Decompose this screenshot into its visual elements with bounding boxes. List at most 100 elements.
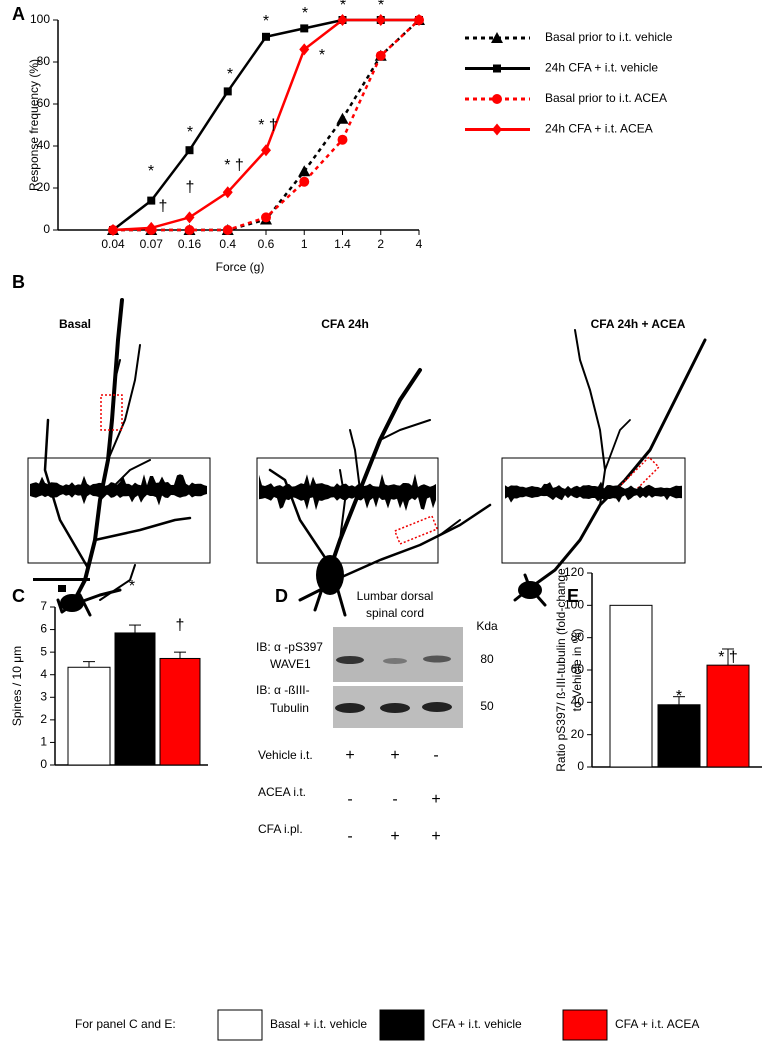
y-tick-label: 40 [571, 695, 585, 709]
marker [375, 14, 386, 26]
marker [299, 176, 310, 187]
marker [146, 221, 157, 234]
marker [184, 225, 195, 235]
legend-swatch [379, 1009, 425, 1041]
marker [147, 196, 156, 205]
panel-label: A [12, 4, 25, 24]
marker [185, 146, 194, 155]
annotation: * [129, 578, 135, 595]
annotation: * [378, 0, 384, 14]
blot-label: IB: α -pS397 [256, 640, 323, 654]
x-tick-label: 1 [301, 237, 308, 251]
blot-band [336, 656, 364, 664]
treatment-label: CFA i.pl. [258, 822, 303, 836]
zoom-region [393, 515, 439, 545]
treatment-sign: - [347, 828, 352, 845]
y-tick-label: 4 [40, 667, 47, 681]
panel-label: B [12, 272, 25, 292]
y-tick-label: 3 [40, 689, 47, 703]
blot-size: 50 [480, 699, 494, 713]
x-tick-label: 0.6 [258, 237, 275, 251]
y-tick-label: 5 [40, 644, 47, 658]
annotation: † [186, 179, 195, 196]
bar [657, 704, 701, 768]
y-tick-label: 6 [40, 622, 47, 636]
panel-b-art [27, 298, 707, 617]
bar [159, 657, 201, 766]
treatment-sign: - [433, 747, 438, 764]
blot-band [423, 655, 451, 663]
blot-label: WAVE1 [270, 657, 311, 671]
legend-label: Basal prior to i.t. vehicle [545, 30, 673, 44]
x-tick-label: 0.04 [101, 237, 125, 251]
blot-band [335, 703, 365, 713]
treatment-sign: - [392, 791, 397, 808]
blot-band [380, 703, 410, 713]
annotation: * [319, 47, 325, 64]
blot-band [383, 658, 407, 664]
marker [222, 225, 233, 235]
marker [222, 186, 233, 199]
x-tick-label: 0.07 [140, 237, 164, 251]
marker [298, 165, 311, 177]
y-tick-label: 100 [564, 598, 584, 612]
blot-label: IB: α -ßIII- [256, 683, 310, 697]
legend-label: 24h CFA + i.t. ACEA [545, 122, 653, 136]
zoom-box [256, 457, 439, 564]
marker [261, 144, 271, 157]
x-tick-label: 1.4 [334, 237, 351, 251]
annotation: * [227, 66, 233, 83]
y-tick-label: 100 [30, 12, 50, 26]
annotation: * † [258, 117, 278, 134]
y-tick-label: 0 [40, 757, 47, 771]
legend-swatch [562, 1009, 608, 1041]
blot-size: 80 [480, 652, 494, 666]
legend-swatch [217, 1009, 263, 1041]
annotation: * † [718, 649, 738, 666]
neuron-title: CFA 24h [321, 317, 369, 331]
zoom-box [501, 457, 686, 564]
y-tick-label: 2 [40, 712, 47, 726]
annotation: * [263, 13, 269, 30]
blot [333, 627, 463, 682]
treatment-sign: + [390, 828, 399, 845]
y-tick-label: 20 [571, 727, 585, 741]
y-tick-label: 0 [43, 222, 50, 236]
annotation: * [676, 688, 682, 705]
y-tick-label: 60 [37, 96, 51, 110]
neuron-title: Basal [59, 317, 91, 331]
bar [114, 632, 156, 766]
marker [223, 87, 232, 96]
annotation: * [302, 5, 308, 22]
panel-label: E [567, 586, 579, 606]
y-tick-label: 20 [37, 180, 51, 194]
scale-bar [33, 578, 90, 581]
marker [337, 14, 348, 26]
marker [108, 224, 118, 236]
annotation: * [187, 124, 193, 141]
dendrite-segment [259, 473, 436, 511]
legend-label: 24h CFA + i.t. vehicle [545, 61, 658, 75]
blot-label: Tubulin [270, 701, 309, 715]
neuron-basal [43, 298, 192, 617]
legend-label: CFA + i.t. vehicle [432, 1017, 522, 1031]
treatment-label: Vehicle i.t. [258, 748, 313, 762]
panel-label: C [12, 586, 25, 606]
legend-label: CFA + i.t. ACEA [615, 1017, 699, 1031]
x-axis-label: Force (g) [216, 260, 265, 274]
marker [491, 32, 503, 43]
annotation: † [159, 198, 168, 215]
marker [492, 123, 502, 136]
y-tick-label: 1 [40, 735, 47, 749]
y-axis-label: Response frequency (%) [27, 59, 41, 191]
spine-segments [30, 473, 682, 511]
y-axis-label: Ratio pS397/ ß-III-tubulin (fold-change [554, 568, 568, 772]
y-tick-label: 40 [37, 138, 51, 152]
marker [184, 211, 195, 224]
marker [375, 50, 386, 61]
y-axis-label: to Vehicle in %) [570, 629, 584, 712]
annotation: * [340, 0, 346, 14]
dendrite-segment [505, 481, 682, 503]
y-tick-label: 7 [40, 599, 47, 613]
